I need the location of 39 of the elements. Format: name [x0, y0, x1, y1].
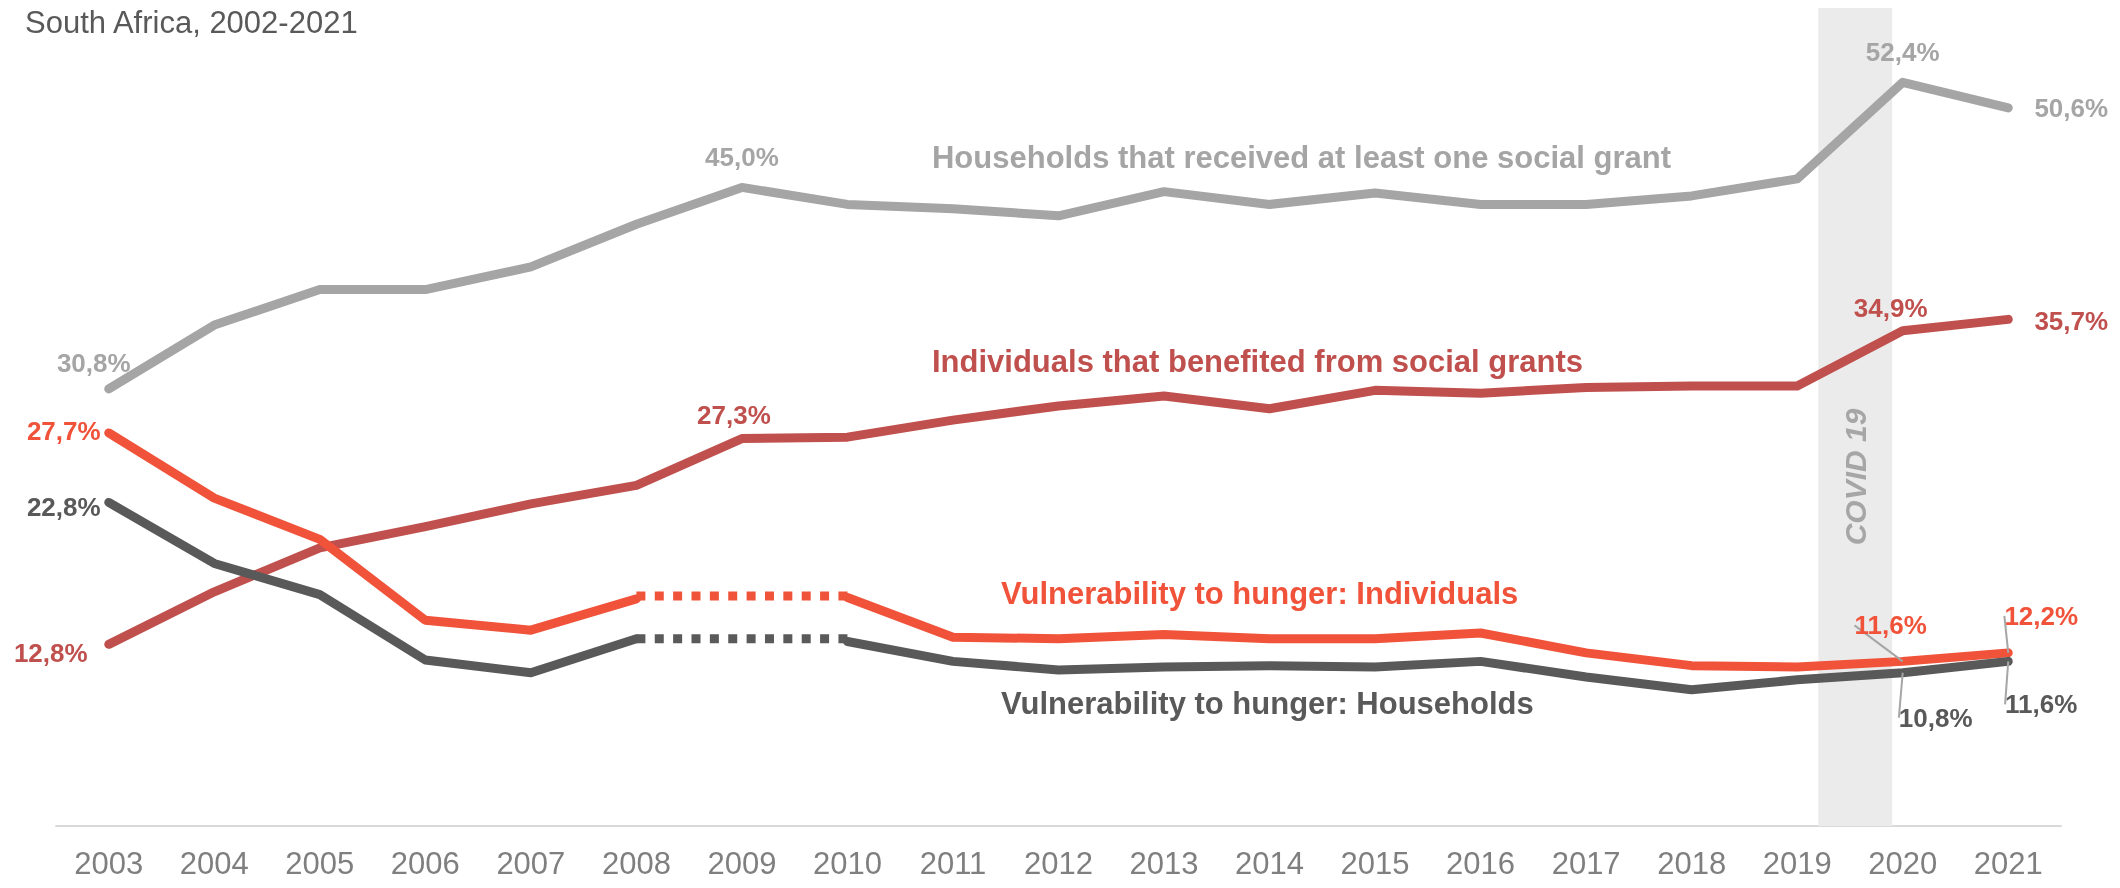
x-tick-label: 2018	[1657, 846, 1727, 881]
data-label: 45,0%	[705, 142, 779, 173]
data-label: 27,3%	[697, 399, 771, 430]
data-label: 30,8%	[56, 347, 131, 378]
series-label: Vulnerability to hunger: Households	[1000, 685, 1534, 721]
x-tick-label: 2006	[390, 846, 460, 881]
x-tick-label: 2012	[1024, 846, 1093, 881]
data-label: 11,6%	[2005, 689, 2078, 720]
x-tick-label: 2010	[812, 846, 882, 881]
x-tick-label: 2014	[1235, 846, 1305, 881]
data-label: 52,4%	[1865, 37, 1940, 68]
x-tick-label: 2005	[285, 846, 355, 881]
series-label: Vulnerability to hunger: Individuals	[1000, 575, 1519, 611]
x-tick-label: 2008	[601, 846, 671, 881]
x-tick-label: 2019	[1762, 846, 1832, 881]
series-label: Individuals that benefited from social grants	[931, 343, 1584, 379]
data-label: 12,2%	[2004, 600, 2079, 631]
x-tick-label: 2009	[707, 846, 777, 881]
data-label: 22,8%	[26, 492, 101, 523]
series-label: Households that received at least one social grant	[931, 140, 1672, 176]
x-tick-label: 2015	[1340, 846, 1410, 881]
data-label: 11,6%	[1854, 610, 1927, 641]
x-tick-label: 2013	[1129, 846, 1199, 881]
x-tick-label: 2004	[179, 846, 249, 881]
x-tick-label: 2021	[1973, 846, 2043, 881]
x-tick-label: 2007	[496, 846, 566, 881]
data-label: 12,8%	[13, 638, 88, 669]
chart-subtitle: South Africa, 2002-2021	[25, 5, 358, 40]
data-label: 50,6%	[2034, 92, 2109, 123]
x-tick-label: 2003	[74, 846, 144, 881]
data-label: 35,7%	[2034, 306, 2109, 337]
band-label: COVID 19	[1838, 408, 1872, 546]
data-label: 27,7%	[26, 415, 101, 446]
x-tick-label: 2020	[1868, 846, 1938, 881]
x-tick-label: 2016	[1446, 846, 1516, 881]
data-label: 10,8%	[1898, 702, 1973, 733]
x-tick-label: 2011	[919, 846, 987, 881]
x-tick-label: 2017	[1551, 846, 1621, 881]
data-label: 34,9%	[1853, 292, 1928, 323]
